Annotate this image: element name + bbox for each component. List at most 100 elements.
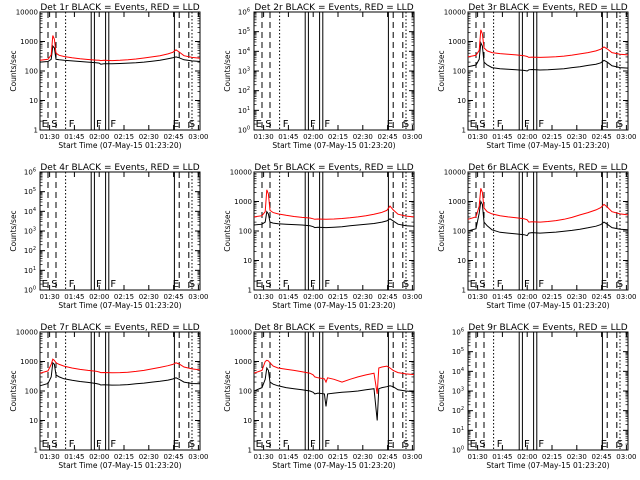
series-line-lld [253, 359, 415, 394]
x-tick-label: 02:30 [353, 453, 373, 461]
y-axis-label: Counts/sec [223, 210, 232, 251]
plot-frame [39, 331, 201, 451]
x-tick-label: 01:30 [468, 453, 488, 461]
x-tick-label: 01:45 [278, 453, 298, 461]
flag-label: S [617, 119, 623, 130]
x-tick-label: 01:45 [64, 133, 84, 141]
flag-label: F [497, 279, 503, 290]
x-tick-label: 01:45 [278, 133, 298, 141]
flag-label: E [42, 279, 48, 290]
x-tick-label: 02:00 [89, 293, 109, 301]
x-tick-label: 02:15 [328, 133, 348, 141]
x-tick-label: 01:30 [40, 133, 60, 141]
flag-label: S [403, 279, 409, 290]
flag-label: F [69, 439, 75, 450]
y-tick-label: 10000 [16, 329, 38, 337]
flag-label: F [324, 119, 330, 130]
detector-panel-7: Det 7r BLACK = Events, RED = LLD 1 10 100 10… [9, 323, 208, 470]
y-tick-label: 10 [243, 417, 252, 425]
flag-label: F [96, 279, 102, 290]
y-tick-label: 10000 [230, 329, 252, 337]
flag-label: E [256, 119, 262, 130]
flag-label: E [601, 119, 607, 130]
flag-label: E [173, 279, 179, 290]
y-tick-label: 101 [452, 426, 464, 435]
flag-label: S [189, 279, 195, 290]
y-tick-label: 105 [24, 187, 36, 196]
y-tick-label: 102 [238, 86, 250, 95]
y-tick-label: 1000 [234, 358, 252, 366]
x-tick-label: 02:00 [517, 133, 537, 141]
flag-label: E [42, 119, 48, 130]
panel-title: Det 5r BLACK = Events, RED = LLD [254, 163, 413, 173]
x-axis-label: Start Time (07-May-15 01:23:20) [272, 141, 395, 150]
x-tick-label: 02:15 [542, 133, 562, 141]
plot-frame [467, 331, 629, 451]
flag-label: F [110, 439, 116, 450]
y-tick-label: 104 [24, 207, 36, 216]
x-tick-label: 02:15 [114, 453, 134, 461]
y-tick-label: 100 [25, 68, 38, 76]
x-axis-label: Start Time (07-May-15 01:23:20) [272, 301, 395, 310]
x-tick-label: 02:45 [164, 453, 184, 461]
flag-label: F [324, 279, 330, 290]
x-tick-label: 03:00 [402, 453, 422, 461]
x-tick-label: 02:00 [303, 133, 323, 141]
flag-label: F [538, 439, 544, 450]
x-tick-label: 02:45 [378, 293, 398, 301]
x-tick-label: 03:00 [188, 453, 208, 461]
y-tick-label: 106 [452, 328, 464, 337]
panel-title: Det 7r BLACK = Events, RED = LLD [40, 323, 199, 333]
flag-label: S [617, 439, 623, 450]
x-tick-label: 02:15 [542, 453, 562, 461]
x-tick-label: 02:00 [303, 293, 323, 301]
flag-label: F [497, 119, 503, 130]
flag-label: E [173, 119, 179, 130]
y-tick-label: 100 [24, 286, 36, 295]
x-axis-label: Start Time (07-May-15 01:23:20) [486, 461, 609, 470]
x-tick-label: 01:30 [40, 293, 60, 301]
flag-label: S [265, 279, 271, 290]
y-axis-label: Counts/sec [437, 210, 446, 251]
x-tick-label: 01:30 [468, 133, 488, 141]
y-axis-label: Counts/sec [437, 50, 446, 91]
x-tick-label: 01:30 [254, 453, 274, 461]
flag-label: F [538, 279, 544, 290]
flag-label: E [601, 279, 607, 290]
detector-panel-2: Det 2r BLACK = Events, RED = LLD 100 101 10… [223, 3, 422, 150]
flag-label: S [265, 439, 271, 450]
x-tick-label: 02:30 [139, 293, 159, 301]
plot-frame [253, 11, 415, 131]
y-tick-label: 10000 [444, 169, 466, 177]
x-tick-label: 02:00 [517, 453, 537, 461]
y-axis-label: Counts/sec [9, 50, 18, 91]
x-tick-label: 02:45 [378, 453, 398, 461]
series-line-events [39, 44, 201, 65]
y-tick-label: 103 [238, 67, 250, 76]
x-tick-label: 03:00 [402, 133, 422, 141]
x-tick-label: 01:45 [492, 133, 512, 141]
x-tick-label: 03:00 [616, 453, 636, 461]
x-tick-label: 02:00 [89, 453, 109, 461]
y-tick-label: 102 [452, 406, 464, 415]
y-tick-label: 100 [239, 228, 252, 236]
x-tick-label: 02:15 [328, 453, 348, 461]
detector-panel-8: Det 8r BLACK = Events, RED = LLD 1 10 100 10… [223, 323, 422, 470]
series-line-events [39, 361, 201, 387]
y-tick-label: 1000 [20, 358, 38, 366]
flag-label: S [51, 119, 57, 130]
y-axis-label: Counts/sec [9, 370, 18, 411]
y-tick-label: 105 [238, 27, 250, 36]
x-tick-label: 02:30 [567, 133, 587, 141]
y-tick-label: 102 [24, 246, 36, 255]
panel-title: Det 1r BLACK = Events, RED = LLD [40, 3, 199, 13]
flag-label: F [283, 279, 289, 290]
x-tick-label: 03:00 [188, 133, 208, 141]
y-tick-label: 10000 [444, 9, 466, 17]
x-tick-label: 02:45 [164, 293, 184, 301]
panel-title: Det 9r BLACK = Events, RED = LLD [468, 323, 627, 333]
x-tick-label: 02:30 [353, 293, 373, 301]
y-tick-label: 101 [24, 266, 36, 275]
y-tick-label: 1 [462, 287, 466, 295]
